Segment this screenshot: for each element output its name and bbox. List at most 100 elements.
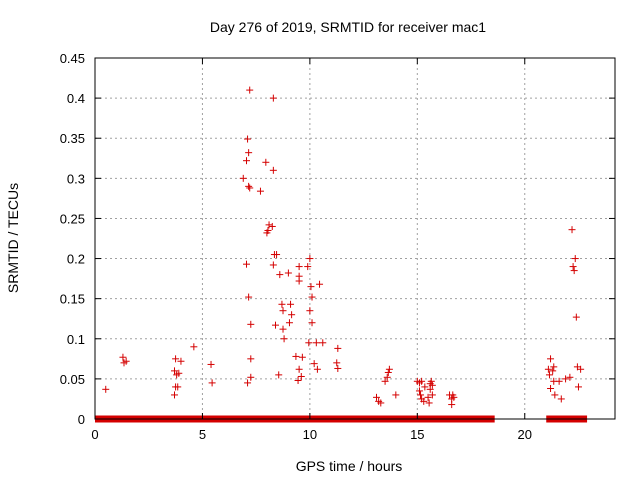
data-point [295, 277, 303, 285]
data-point [208, 379, 216, 387]
data-point [175, 369, 183, 377]
data-point [171, 391, 179, 399]
data-point [568, 226, 576, 234]
x-axis-label: GPS time / hours [296, 458, 403, 474]
data-point [242, 157, 250, 165]
data-point [295, 365, 303, 373]
data-point [245, 293, 253, 301]
data-point [307, 283, 315, 291]
data-point [294, 376, 302, 384]
data-point [384, 368, 392, 376]
data-point [381, 377, 389, 385]
data-point [547, 385, 555, 393]
data-point [545, 371, 553, 379]
data-point [280, 335, 288, 343]
data-point [119, 353, 127, 361]
y-tick-label: 0.45 [60, 51, 85, 66]
data-point [333, 359, 341, 367]
data-point [305, 339, 313, 347]
data-point [174, 383, 182, 391]
data-point [551, 391, 559, 399]
data-point [372, 393, 380, 401]
data-point [571, 255, 579, 263]
x-tick-label: 15 [410, 427, 424, 442]
data-point [421, 383, 429, 391]
data-point [334, 364, 342, 372]
data-point [569, 263, 577, 271]
data-point [239, 174, 247, 182]
data-point [295, 263, 303, 271]
y-tick-label: 0 [78, 412, 85, 427]
data-point [555, 377, 563, 385]
y-tick-label: 0.35 [60, 131, 85, 146]
data-point [304, 263, 312, 271]
data-point [385, 365, 393, 373]
x-tick-labels: 0 5 10 15 20 [91, 427, 532, 442]
data-point [288, 311, 296, 319]
data-point [572, 313, 580, 321]
data-point [425, 399, 433, 407]
data-point [570, 267, 578, 275]
y-tick-label: 0.25 [60, 211, 85, 226]
data-point [313, 365, 321, 373]
data-point [262, 158, 270, 166]
data-point [562, 375, 570, 383]
data-point [316, 280, 324, 288]
data-point [271, 321, 279, 329]
data-point [287, 300, 295, 308]
data-point [269, 166, 277, 174]
data-point [278, 300, 286, 308]
data-point [427, 377, 435, 385]
data-point [245, 149, 253, 157]
data-point [122, 357, 130, 365]
data-point [298, 353, 306, 361]
data-point [171, 367, 179, 375]
data-point [245, 182, 253, 190]
data-point [383, 373, 391, 381]
data-point [306, 255, 314, 263]
y-tick-label: 0.05 [60, 372, 85, 387]
y-tick-label: 0.4 [67, 91, 85, 106]
data-point [297, 372, 305, 380]
data-point [310, 360, 318, 368]
data-point [418, 377, 426, 385]
data-point [577, 365, 585, 373]
data-point [247, 320, 255, 328]
data-point [246, 86, 254, 94]
data-point [279, 307, 287, 315]
data-point [269, 261, 277, 269]
data-point [269, 94, 277, 102]
data-point [308, 319, 316, 327]
data-points [102, 86, 585, 409]
x-tick-label: 20 [518, 427, 532, 442]
data-point [285, 319, 293, 327]
x-tick-label: 10 [303, 427, 317, 442]
data-point [550, 363, 558, 371]
data-point [244, 135, 252, 143]
data-point [549, 367, 557, 375]
data-point [264, 226, 272, 234]
data-point [279, 325, 287, 333]
data-point [415, 387, 423, 395]
data-point [276, 271, 284, 279]
data-point [268, 222, 276, 230]
y-tick-label: 0.15 [60, 292, 85, 307]
y-axis-label: SRMTID / TECUs [5, 183, 21, 293]
data-point [428, 381, 436, 389]
data-point [246, 184, 254, 192]
data-point [544, 365, 552, 373]
x-tick-label: 5 [199, 427, 206, 442]
data-point [377, 399, 385, 407]
data-point [308, 293, 316, 301]
data-point [334, 344, 342, 352]
data-point [450, 393, 458, 401]
data-point [574, 383, 582, 391]
data-point [392, 391, 400, 399]
data-point [557, 395, 565, 403]
data-point [207, 360, 215, 368]
data-point [242, 260, 250, 268]
y-tick-labels: 0 0.05 0.1 0.15 0.2 0.25 0.3 0.35 0.4 0.45 [60, 51, 85, 427]
axis-ticks [94, 57, 615, 420]
data-point [247, 355, 255, 363]
